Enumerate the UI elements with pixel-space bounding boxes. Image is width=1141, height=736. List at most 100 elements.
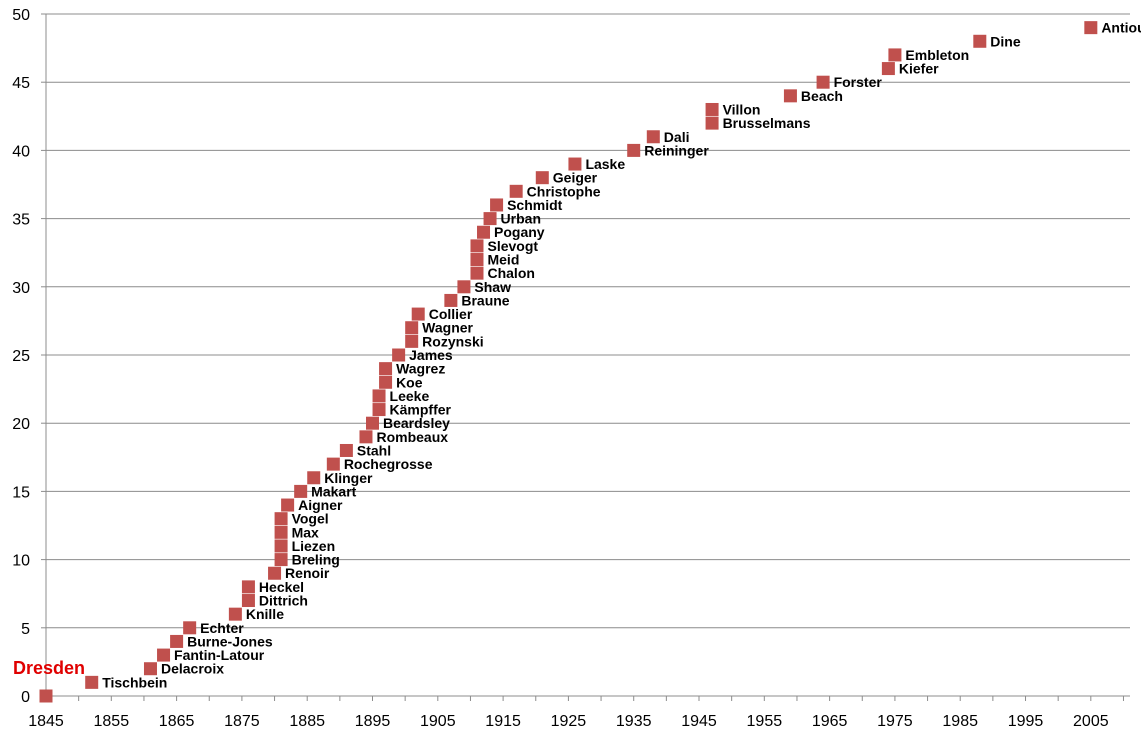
- point-label: Meid: [487, 252, 519, 268]
- point-label: Embleton: [905, 47, 969, 63]
- point-label: Dittrich: [259, 593, 308, 609]
- data-point: [888, 48, 902, 62]
- point-label: Shaw: [474, 279, 511, 295]
- data-point: [294, 484, 308, 498]
- x-axis-ticks: 1845 1855 1865 1875 1885 1895 1905 1915 1925 1935…: [28, 696, 1124, 730]
- data-point: [405, 334, 419, 348]
- point-label: Tischbein: [102, 674, 167, 690]
- point-label: Renoir: [285, 565, 330, 581]
- xtick-label-1995: 1995: [1008, 713, 1044, 730]
- point-label: Dali: [664, 129, 690, 145]
- data-point: [39, 689, 53, 703]
- data-point: [568, 157, 582, 171]
- data-point: [470, 266, 484, 280]
- data-point: [705, 102, 719, 116]
- point-label: Makart: [311, 483, 356, 499]
- point-label: Kämpffer: [390, 402, 452, 418]
- point-label: Rochegrosse: [344, 456, 433, 472]
- point-label: Stahl: [357, 442, 391, 458]
- data-point: [646, 130, 660, 144]
- point-label: Reininger: [644, 142, 709, 158]
- xtick-label-1915: 1915: [485, 713, 521, 730]
- dresden-annotation: Dresden: [13, 658, 85, 678]
- xtick-label-1845: 1845: [28, 713, 64, 730]
- xtick-label-1935: 1935: [616, 713, 652, 730]
- point-label: Fantin-Latour: [174, 647, 265, 663]
- ytick-label-0: 0: [21, 689, 30, 706]
- xtick-label-1975: 1975: [877, 713, 913, 730]
- point-label: Max: [292, 524, 319, 540]
- data-point: [627, 143, 641, 157]
- point-label: Aigner: [298, 497, 343, 513]
- point-label: Koe: [396, 374, 423, 390]
- ytick-label-35: 35: [12, 212, 30, 229]
- point-label: Geiger: [553, 170, 598, 186]
- data-point: [85, 675, 99, 689]
- point-labels: TischbeinDelacroixFantin-LatourBurne-Jon…: [102, 20, 1141, 691]
- data-point: [405, 321, 419, 335]
- xtick-label-1885: 1885: [289, 713, 325, 730]
- data-point: [470, 239, 484, 253]
- xtick-label-1985: 1985: [942, 713, 978, 730]
- data-point: [881, 62, 895, 76]
- point-label: Rozynski: [422, 333, 483, 349]
- ytick-label-5: 5: [21, 621, 30, 638]
- point-label: James: [409, 347, 453, 363]
- point-label: Klinger: [324, 470, 373, 486]
- point-label: Laske: [585, 156, 625, 172]
- data-point: [973, 34, 987, 48]
- data-point: [143, 662, 157, 676]
- point-label: Schmidt: [507, 197, 563, 213]
- xtick-label-1905: 1905: [420, 713, 456, 730]
- point-label: Wagrez: [396, 361, 445, 377]
- ytick-label-20: 20: [12, 416, 30, 433]
- ytick-label-10: 10: [12, 553, 30, 570]
- data-point: [274, 525, 288, 539]
- xtick-label-1945: 1945: [681, 713, 717, 730]
- ytick-label-15: 15: [12, 484, 30, 501]
- data-point: [783, 89, 797, 103]
- data-point: [268, 566, 282, 580]
- data-point: [366, 416, 380, 430]
- data-point: [457, 280, 471, 294]
- point-label: Antioukhin: [1101, 20, 1141, 36]
- point-label: Urban: [501, 211, 541, 227]
- data-point: [509, 184, 523, 198]
- data-point: [241, 580, 255, 594]
- xtick-label-1865: 1865: [159, 713, 195, 730]
- data-point: [274, 539, 288, 553]
- data-point: [379, 375, 393, 389]
- xtick-label-1925: 1925: [551, 713, 587, 730]
- point-label: Christophe: [527, 183, 601, 199]
- point-label: Villon: [723, 101, 761, 117]
- xtick-label-1955: 1955: [747, 713, 783, 730]
- data-point: [274, 512, 288, 526]
- data-point: [228, 607, 242, 621]
- data-point: [483, 212, 497, 226]
- xtick-label-1965: 1965: [812, 713, 848, 730]
- data-point: [490, 198, 504, 212]
- data-point: [372, 403, 386, 417]
- data-point: [326, 457, 340, 471]
- data-point: [241, 594, 255, 608]
- point-label: Rombeaux: [376, 429, 448, 445]
- data-point: [372, 389, 386, 403]
- point-label: Beardsley: [383, 415, 450, 431]
- point-label: Forster: [834, 74, 883, 90]
- point-label: Burne-Jones: [187, 633, 273, 649]
- ytick-label-25: 25: [12, 348, 30, 365]
- data-point: [535, 171, 549, 185]
- data-point: [444, 293, 458, 307]
- data-point: [705, 116, 719, 130]
- point-label: Breling: [292, 552, 340, 568]
- ytick-label-50: 50: [12, 7, 30, 24]
- ytick-label-30: 30: [12, 280, 30, 297]
- data-point: [816, 75, 830, 89]
- point-label: Collier: [429, 306, 473, 322]
- data-point: [307, 471, 321, 485]
- point-label: Dine: [990, 33, 1021, 49]
- xtick-label-2005: 2005: [1073, 713, 1109, 730]
- ytick-label-45: 45: [12, 75, 30, 92]
